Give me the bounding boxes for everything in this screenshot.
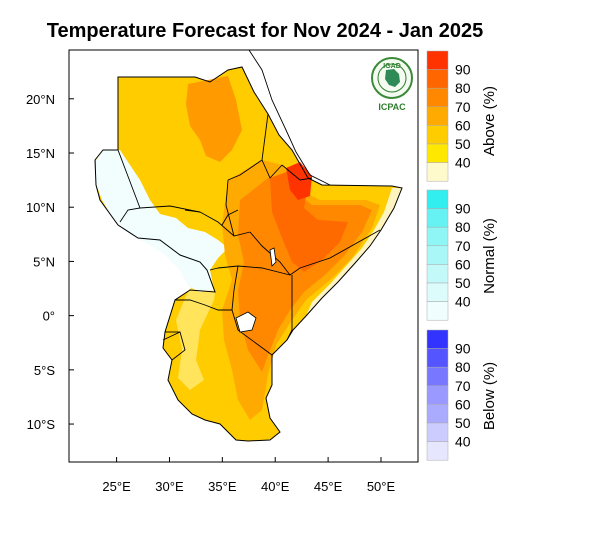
x-tick-label: 25°E	[102, 479, 131, 494]
legend-below-swatch	[426, 366, 449, 387]
logo-map-icon	[385, 69, 400, 87]
y-tick-label: 15°N	[26, 146, 55, 161]
legend-normal-title: Normal (%)	[481, 218, 498, 294]
legend-above-swatch	[426, 87, 449, 108]
lake-turkana	[269, 247, 277, 267]
above-80-area	[270, 170, 348, 272]
legend-normal-label: 90	[455, 201, 471, 217]
legend-normal-swatch	[426, 301, 449, 321]
y-axis: 20°N 15°N 10°N 5°N 0° 5°S 10°S	[26, 92, 74, 432]
igad-icpac-logo: IGAD ICPAC	[371, 57, 413, 112]
legend-below-swatch	[426, 422, 449, 442]
legend-below-swatch	[426, 441, 449, 461]
legend-above-label: 70	[455, 99, 471, 115]
legend-above: 90 80 70 60 50 40 Above (%)	[426, 50, 498, 182]
x-tick-label: 35°E	[208, 479, 237, 494]
x-tick-label: 50°E	[367, 479, 396, 494]
above-70-north	[186, 76, 242, 162]
legend-above-swatch	[426, 50, 449, 70]
legend-normal-label: 60	[455, 256, 471, 272]
y-tick-label: 20°N	[26, 92, 55, 107]
legend-above-swatch	[426, 69, 449, 89]
legend-normal-swatch	[426, 264, 449, 284]
x-tick-label: 40°E	[261, 479, 290, 494]
legend-normal-swatch	[426, 282, 449, 302]
forecast-shading	[95, 67, 402, 441]
legend-above-swatch	[426, 106, 449, 126]
logo-bottom-text: ICPAC	[378, 102, 406, 112]
legend-normal-swatch	[426, 226, 449, 247]
legend-normal-swatch	[426, 208, 449, 228]
lake-victoria	[235, 311, 257, 333]
country-borders	[103, 77, 381, 361]
legend-normal-label: 40	[455, 294, 471, 310]
land-40-band	[176, 280, 215, 390]
legend-above-swatch	[426, 143, 449, 163]
legend-normal-label: 70	[455, 238, 471, 254]
map-title: Temperature Forecast for Nov 2024 - Jan …	[46, 20, 484, 42]
legend-below-title: Below (%)	[481, 362, 498, 430]
legend-above-label: 90	[455, 62, 471, 78]
legend-below-swatch	[426, 348, 449, 368]
x-tick-label: 30°E	[155, 479, 184, 494]
logo-top-text: IGAD	[383, 63, 401, 70]
legend-below-label: 70	[455, 378, 471, 394]
y-tick-label: 10°N	[26, 200, 55, 215]
legend-below-swatch	[426, 329, 449, 349]
normal-west-area	[96, 150, 228, 292]
legend-below-label: 60	[455, 396, 471, 412]
y-tick-label: 5°S	[34, 363, 55, 378]
coastal-normal-strip	[306, 188, 402, 316]
legend-above-swatch	[426, 162, 449, 182]
legend-below: 90 80 70 60 50 40 Below (%)	[426, 329, 498, 461]
legend-above-label: 60	[455, 117, 471, 133]
legend-below-label: 80	[455, 359, 471, 375]
legend-below-label: 90	[455, 341, 471, 357]
legend-normal-swatch	[426, 189, 449, 209]
legend-above-label: 50	[455, 136, 471, 152]
legend-above-title: Above (%)	[481, 86, 498, 156]
legend-below-label: 40	[455, 434, 471, 450]
legend-normal: 90 80 70 60 50 40 Normal (%)	[426, 189, 498, 321]
x-tick-label: 45°E	[314, 479, 343, 494]
y-tick-label: 0°	[43, 309, 55, 324]
arabian-coast	[248, 49, 331, 186]
legend-below-swatch	[426, 404, 449, 424]
legend-normal-label: 50	[455, 275, 471, 291]
y-tick-label: 5°N	[33, 254, 55, 269]
x-axis: 25°E 30°E 35°E 40°E 45°E 50°E	[102, 457, 395, 494]
coastline	[94, 66, 403, 442]
above-90-area	[286, 162, 312, 200]
legend-above-label: 40	[455, 155, 471, 171]
y-tick-label: 10°S	[27, 417, 56, 432]
legend-normal-swatch	[426, 245, 449, 265]
legend-normal-label: 80	[455, 219, 471, 235]
logo-inner-circle	[377, 63, 407, 93]
legend-below-swatch	[426, 385, 449, 405]
legend-above-swatch	[426, 125, 449, 145]
legend-above-label: 80	[455, 80, 471, 96]
legend-below-label: 50	[455, 415, 471, 431]
